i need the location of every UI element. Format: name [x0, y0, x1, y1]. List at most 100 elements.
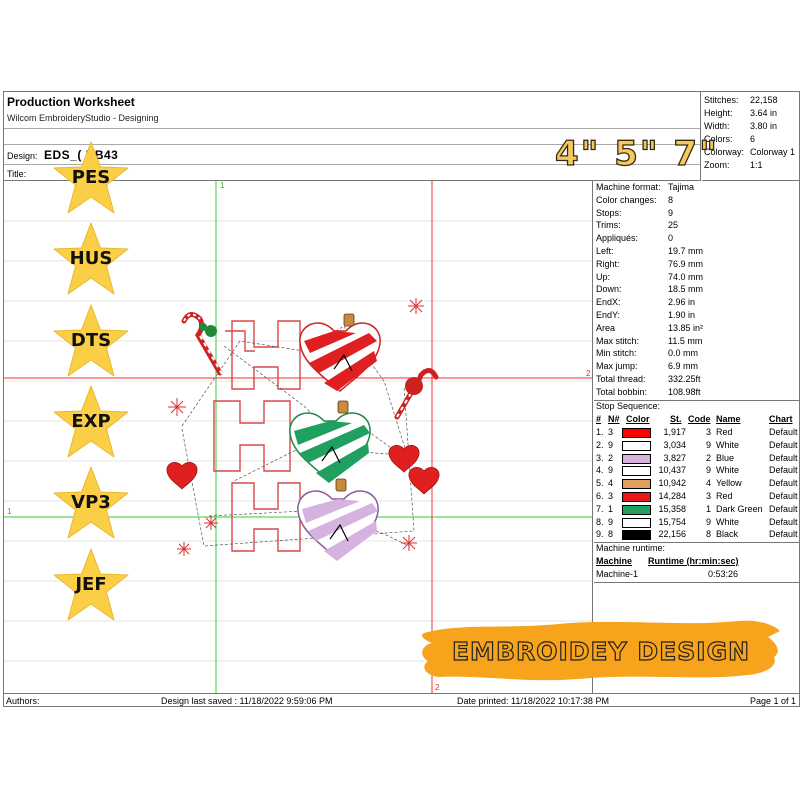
runtime-title: Machine runtime:	[596, 543, 666, 553]
machine-row: EndY: 1.90 in	[596, 310, 696, 320]
machine-row: Trims: 25	[596, 220, 679, 231]
hoop-sizes-overlay: 4" 5" 7"	[554, 133, 719, 174]
col-header-color: Color	[626, 414, 650, 424]
guide-marker: 1	[7, 507, 12, 516]
worksheet-header: Production Worksheet Wilcom EmbroiderySt…	[4, 92, 701, 181]
format-label: DTS	[70, 330, 112, 351]
col-header-machine: Machine	[596, 556, 633, 566]
machine-row: Area 13.85 in²	[596, 322, 704, 333]
color-swatch	[622, 530, 651, 541]
design-value: EDS_( BB43	[44, 148, 119, 162]
brush-stroke	[422, 620, 780, 681]
date-printed: Date printed: 11/18/2022 10:17:38 PM	[457, 696, 609, 706]
star-icon	[53, 385, 129, 458]
design-stats: Stitches: 22,158 Height: 3.64 in Width: 3.8…	[702, 92, 800, 181]
format-label: PES	[71, 167, 111, 188]
snowflakes	[168, 298, 424, 556]
format-label: JEF	[75, 574, 107, 595]
color-swatch	[622, 453, 651, 464]
guide-marker: 1	[220, 181, 225, 190]
machine-info-panel: Machine format: Tajima Color changes: 8 St…	[594, 181, 800, 693]
star-icon	[53, 141, 129, 214]
machine-row: Stops: 9	[596, 207, 674, 218]
machine-row: Machine format: Tajima	[596, 182, 695, 192]
header-divider	[4, 128, 700, 129]
panel-divider	[594, 582, 800, 583]
col-header-n: N#	[608, 414, 620, 424]
machine-row: Left: 19.7 mm	[596, 246, 704, 256]
format-star-hus: HUS	[51, 221, 131, 297]
ornament-heart-red	[299, 313, 381, 392]
machine-row: Down: 18.5 mm	[596, 284, 704, 295]
star-icon	[53, 222, 129, 295]
color-swatch	[622, 466, 651, 477]
ornament-heart-green	[289, 400, 371, 483]
stop-sequence-row: 7. 1 15,358 1 Dark Green Default	[596, 503, 798, 515]
design-label: Design:	[7, 151, 38, 161]
embroidery-artwork	[166, 298, 440, 561]
color-swatch	[622, 504, 651, 515]
stop-sequence-row: 1. 3 1,917 3 Red Default	[596, 427, 798, 438]
col-header-name: Name	[716, 414, 741, 424]
format-star-vp3: VP3	[51, 465, 131, 541]
candy-cane-right	[394, 368, 439, 420]
stop-sequence-row: 4. 9 10,437 9 White Default	[596, 465, 798, 477]
format-label: HUS	[69, 248, 113, 269]
stop-sequence-row: 2. 9 3,034 9 White Default	[596, 439, 798, 451]
col-header-code: Code	[688, 414, 711, 424]
format-star-exp: EXP	[51, 384, 131, 460]
stop-sequence-row: 8. 9 15,754 9 White Default	[596, 516, 798, 528]
runtime-row: Machine-1 0:53:26	[596, 569, 739, 579]
col-header-chart: Chart	[769, 414, 793, 424]
color-swatch	[622, 517, 651, 528]
machine-row: Min stitch: 0.0 mm	[596, 348, 699, 359]
banner-text: EMBROIDEY DESIGN	[451, 636, 751, 666]
small-red-hearts	[166, 444, 440, 495]
machine-row: Max jump: 6.9 mm	[596, 361, 699, 372]
machine-row: Total thread: 332.25ft	[596, 374, 701, 384]
format-star-dts: DTS	[51, 303, 131, 379]
col-header-runtime: Runtime (hr:min:sec)	[648, 556, 739, 566]
header-divider	[4, 164, 700, 165]
machine-row: Total bobbin: 108.98ft	[596, 386, 701, 397]
star-icon	[53, 304, 129, 377]
design-preview	[4, 181, 592, 693]
color-swatch	[622, 479, 651, 490]
machine-row: Right: 76.9 mm	[596, 258, 704, 269]
guide-marker: 2	[435, 683, 440, 692]
stop-sequence-row: 9. 8 22,156 8 Black Default	[596, 529, 798, 541]
stop-sequence-row: 3. 2 3,827 2 Blue Default	[596, 452, 798, 464]
letter-outlines	[213, 320, 301, 552]
color-swatch	[622, 440, 651, 451]
stop-sequence-row: 6. 3 14,284 3 Red Default	[596, 491, 798, 502]
panel-divider	[594, 542, 800, 543]
format-label: VP3	[71, 492, 111, 513]
col-header-num: #	[596, 414, 602, 424]
stop-sequence-title: Stop Sequence:	[596, 401, 661, 411]
authors-label: Authors:	[6, 696, 40, 706]
color-swatch	[622, 492, 651, 502]
machine-row: Color changes: 8	[596, 194, 674, 205]
worksheet-footer: Authors: Design last saved : 11/18/2022 …	[4, 693, 800, 707]
star-icon	[53, 466, 129, 539]
ornament-heart-lilac	[297, 478, 379, 561]
embroidery-design-banner: EMBROIDEY DESIGN	[418, 615, 784, 685]
star-icon	[53, 548, 129, 621]
stop-sequence-row: 5. 4 10,942 4 Yellow Default	[596, 478, 798, 490]
machine-row: EndX: 2.96 in	[596, 297, 696, 308]
worksheet-title: Production Worksheet	[7, 95, 135, 109]
machine-row: Up: 74.0 mm	[596, 271, 704, 282]
format-star-jef: JEF	[51, 547, 131, 623]
machine-row: Max stitch: 11.5 mm	[596, 335, 703, 346]
format-label: EXP	[71, 411, 111, 432]
panel-divider	[594, 400, 800, 401]
col-header-stitches: St.	[670, 414, 682, 424]
software-name: Wilcom EmbroideryStudio - Designing	[7, 113, 159, 123]
format-star-pes: PES	[51, 140, 131, 216]
page-number: Page 1 of 1	[750, 696, 797, 706]
candy-cane-left	[181, 312, 223, 376]
header-divider	[4, 144, 700, 145]
title-label: Title:	[7, 169, 27, 179]
guide-marker: 2	[586, 369, 591, 378]
machine-row: Appliqués: 0	[596, 233, 674, 244]
